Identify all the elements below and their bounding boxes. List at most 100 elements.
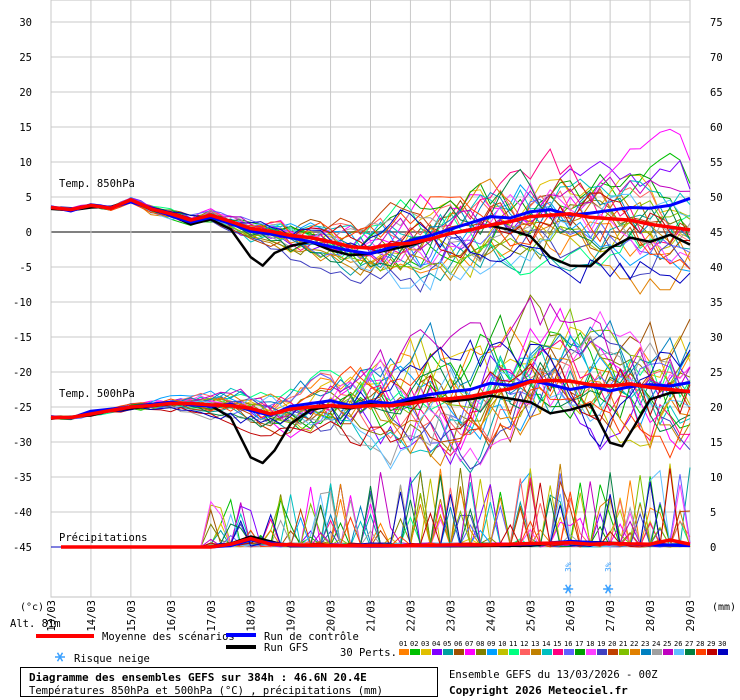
legend-snow-icon: [55, 652, 65, 662]
left-tick-label: 30: [19, 17, 32, 29]
x-tick-label: 24/03: [485, 600, 497, 632]
right-tick-label: 65: [710, 87, 723, 99]
left-tick-label: -10: [13, 297, 32, 309]
perturbation-legend-swatch: [696, 649, 706, 655]
perturbation-legend-swatch: [542, 649, 552, 655]
legend-snow-label: Risque neige: [74, 653, 150, 665]
perturbation-legend-swatch: [707, 649, 717, 655]
right-tick-label: 5: [710, 507, 716, 519]
t500-section-label: Temp. 500hPa: [59, 388, 135, 400]
perturbation-legend-label: 16: [564, 640, 572, 648]
perturbation-legend-label: 14: [542, 640, 550, 648]
mean-t850-line: [50, 198, 691, 250]
x-tick-label: 26/03: [565, 600, 577, 632]
perturbation-legend-label: 15: [553, 640, 561, 648]
left-tick-label: -15: [13, 332, 32, 344]
perturbation-legend-label: 05: [443, 640, 451, 648]
perturbation-legend-swatch: [564, 649, 574, 655]
main-series-lines: [50, 196, 691, 549]
x-tick-label: 27/03: [605, 600, 617, 632]
x-tick-label: 28/03: [645, 600, 657, 632]
right-tick-label: 60: [710, 122, 723, 134]
x-tick-label: 17/03: [206, 600, 218, 632]
x-tick-label: 21/03: [366, 600, 378, 632]
perturbation-legend-swatch: [597, 649, 607, 655]
perturbation-legend-swatch: [443, 649, 453, 655]
perturbation-legend-label: 22: [630, 640, 638, 648]
left-tick-label: 15: [19, 122, 32, 134]
left-tick-label: -20: [13, 367, 32, 379]
perturbation-legend-swatch: [531, 649, 541, 655]
perturbation-legend-swatch: [685, 649, 695, 655]
x-axis-date-labels: 13/03 14/03 15/03 16/03 17/03 18/03 19/03 20/03…: [46, 600, 697, 632]
x-tick-label: 19/03: [286, 600, 298, 632]
right-tick-label: 35: [710, 297, 723, 309]
perturbation-legend-swatch: [586, 649, 596, 655]
left-tick-label: 5: [26, 192, 32, 204]
right-tick-label: 50: [710, 192, 723, 204]
snow-probability-label: 3%: [604, 562, 613, 572]
perturbation-legend-label: 30: [718, 640, 726, 648]
perturbation-legend-label: 20: [608, 640, 616, 648]
perturbation-legend-swatch: [421, 649, 431, 655]
right-tick-label: 45: [710, 227, 723, 239]
perturbation-legend-label: 19: [597, 640, 605, 648]
x-tick-label: 23/03: [445, 600, 457, 632]
left-tick-label: 20: [19, 87, 32, 99]
perturbation-legend-swatch: [410, 649, 420, 655]
perturbation-legend-label: 11: [509, 640, 517, 648]
ensemble-info: Ensemble GEFS du 13/03/2026 - 00Z: [449, 669, 658, 681]
perturbation-09-t500: [50, 334, 691, 441]
left-tick-label: -30: [13, 437, 32, 449]
perturbation-legend-swatch: [498, 649, 508, 655]
right-tick-label: 15: [710, 437, 723, 449]
perturbation-29-t500: [50, 363, 691, 447]
t850-section-label: Temp. 850hPa: [59, 178, 135, 190]
left-tick-label: -5: [19, 262, 32, 274]
perturbation-legend-swatch: [641, 649, 651, 655]
perturbation-legend-swatch: [399, 649, 409, 655]
perturbation-legend-swatch: [663, 649, 673, 655]
perturbation-legend-swatch: [487, 649, 497, 655]
left-tick-label: -45: [13, 542, 32, 554]
left-tick-label: -25: [13, 402, 32, 414]
perturbation-legend-swatch: [608, 649, 618, 655]
x-tick-label: 13/03: [46, 600, 58, 632]
perturbation-legend-swatch: [630, 649, 640, 655]
perturbation-legend-label: 03: [421, 640, 429, 648]
perturbation-legend-label: 07: [465, 640, 473, 648]
perturbation-legend-label: 12: [520, 640, 528, 648]
x-tick-label: 20/03: [326, 600, 338, 632]
perturbation-30-t850: [50, 199, 691, 284]
perturbation-legend-swatch: [520, 649, 530, 655]
x-tick-label: 15/03: [126, 600, 138, 632]
legend-gfs-label: Run GFS: [264, 642, 308, 654]
altitude-label: Alt. 81m: [10, 618, 61, 630]
perturbation-legend-label: 01: [399, 640, 407, 648]
perturbation-legend: 01 02 03 04 05 06 07 08 09 10 11 12 13 14 15 16 17 18 19 20…: [399, 640, 728, 655]
perturbation-legend-swatch: [476, 649, 486, 655]
footer-box: Diagramme des ensembles GEFS sur 384h : …: [20, 667, 438, 697]
x-tick-label: 16/03: [166, 600, 178, 632]
perturbation-legend-swatch: [432, 649, 442, 655]
footer-title: Diagramme des ensembles GEFS sur 384h : …: [29, 671, 367, 684]
left-axis-unit: (°c): [20, 602, 44, 613]
perturbation-legend-label: 27: [685, 640, 693, 648]
x-tick-label: 18/03: [246, 600, 258, 632]
x-tick-label: 14/03: [86, 600, 98, 632]
perturbation-legend-swatch: [454, 649, 464, 655]
perturbation-legend-label: 26: [674, 640, 682, 648]
perturbation-legend-label: 29: [707, 640, 715, 648]
perturbation-legend-swatch: [619, 649, 629, 655]
right-axis-unit: (mm): [712, 602, 736, 613]
perturbation-legend-label: 08: [476, 640, 484, 648]
perturbation-legend-swatch: [718, 649, 728, 655]
precip-section-label: Précipitations: [59, 532, 148, 544]
perturbation-legend-label: 17: [575, 640, 583, 648]
left-tick-label: -35: [13, 472, 32, 484]
right-tick-label: 40: [710, 262, 723, 274]
legend-mean-label: Moyenne des scénarios: [102, 631, 235, 643]
copyright: Copyright 2026 Meteociel.fr: [449, 684, 628, 697]
